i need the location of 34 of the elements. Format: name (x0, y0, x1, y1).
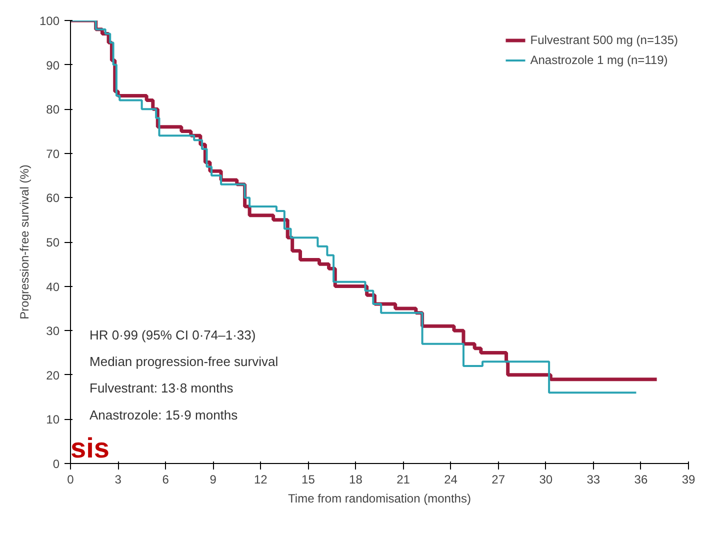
x-tick-label: 0 (67, 472, 74, 486)
legend-label: Fulvestrant 500 mg (n=135) (530, 33, 678, 47)
x-tick-label: 9 (210, 472, 217, 486)
y-tick-label: 90 (46, 58, 60, 72)
x-tick-label: 18 (349, 472, 363, 486)
annotation: Median progression-free survival (90, 354, 278, 370)
x-tick-label: 36 (634, 472, 648, 486)
x-tick-label: 30 (539, 472, 553, 486)
y-tick-label: 30 (46, 324, 60, 338)
y-tick-label: 20 (46, 368, 60, 382)
y-tick-label: 80 (46, 102, 60, 117)
annotation: sis (70, 432, 110, 464)
annotation: HR 0·99 (95% CI 0·74–1·33) (90, 328, 256, 343)
x-tick-label: 12 (254, 472, 268, 486)
y-tick-label: 60 (46, 191, 60, 206)
y-tick-label: 0 (52, 457, 60, 471)
x-axis-title: Time from randomisation (months) (288, 492, 471, 506)
x-tick-label: 33 (586, 472, 600, 486)
x-tick-label: 15 (302, 472, 316, 486)
x-tick-label: 24 (444, 472, 458, 486)
y-tick-label: 50 (46, 236, 60, 250)
annotation: Anastrozole: 15·9 months (90, 407, 238, 422)
annotation: Fulvestrant: 13·8 months (90, 380, 234, 396)
legend-label: Anastrozole 1 mg (n=119) (530, 53, 668, 67)
y-tick-label: 100 (39, 14, 60, 28)
x-tick-label: 3 (114, 472, 122, 486)
x-tick-label: 39 (682, 472, 696, 486)
y-tick-label: 40 (46, 280, 60, 294)
x-tick-label: 21 (396, 472, 410, 486)
y-axis-title: Progression-free survival (%) (17, 164, 32, 320)
x-tick-label: 6 (162, 472, 170, 486)
y-tick-label: 70 (46, 146, 60, 161)
y-tick-label: 10 (46, 412, 60, 427)
x-tick-label: 27 (492, 472, 506, 486)
